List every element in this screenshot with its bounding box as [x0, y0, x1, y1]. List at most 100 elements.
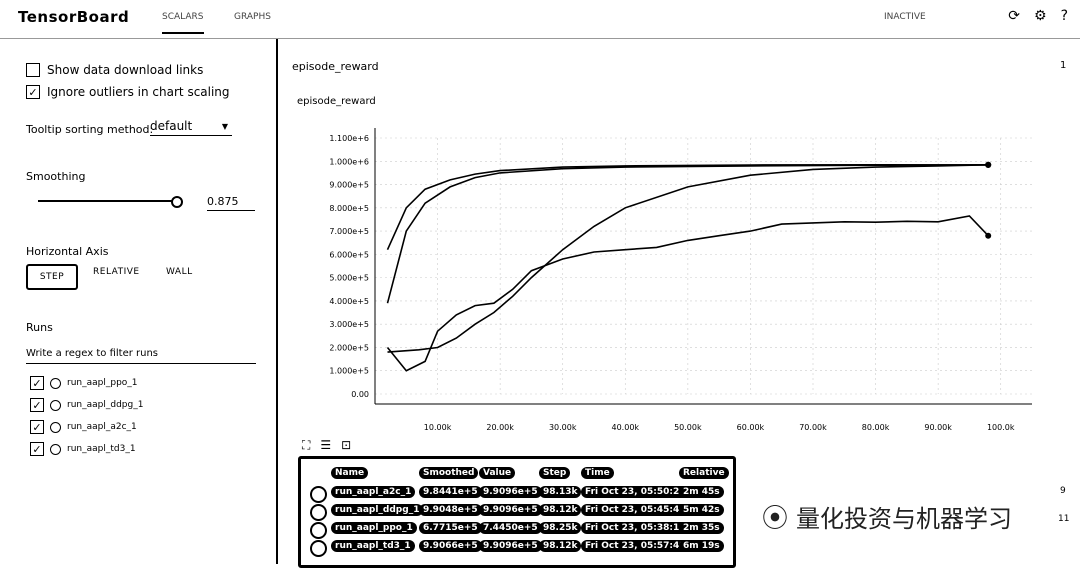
checkbox-checked-icon[interactable]: ✓ [30, 442, 44, 456]
show-download-checkbox[interactable]: Show data download links [26, 63, 203, 77]
y-tick-label: 2.000e+5 [329, 343, 369, 352]
y-tick-label: 0.00 [351, 390, 369, 399]
y-tick-label: 9.000e+5 [329, 181, 369, 190]
show-download-label: Show data download links [47, 63, 204, 77]
run-label: run_aapl_td3_1 [67, 444, 136, 454]
y-tick-label: 1.100e+6 [329, 134, 369, 143]
x-tick-label: 50.00k [674, 423, 702, 432]
y-tick-label: 3.000e+5 [329, 320, 369, 329]
watermark-text: 量化投资与机器学习 [796, 505, 1013, 533]
run-item[interactable]: ✓ run_aapl_a2c_1 [30, 420, 137, 434]
radio-icon[interactable] [50, 377, 61, 389]
help-icon[interactable]: ? [1060, 8, 1068, 24]
log-scale-icon[interactable]: ☰ [320, 438, 332, 452]
tooltip-cell: 9.9096e+5 [479, 504, 542, 516]
chart-title: episode_reward [297, 96, 376, 107]
y-tick-label: 6.000e+5 [329, 250, 369, 259]
tooltip-header: Relative [679, 467, 729, 479]
tooltip-header: Smoothed [419, 467, 479, 479]
tooltip-cell: 9.9048e+5 [419, 504, 482, 516]
checkbox-checked-icon[interactable]: ✓ [30, 398, 44, 412]
radio-icon[interactable] [50, 421, 61, 433]
axis-step-button[interactable]: STEP [26, 264, 78, 290]
section-count: 9 [1060, 486, 1066, 496]
series-endpoint-run_aapl_ppo_1 [985, 232, 992, 239]
checkbox-icon[interactable] [26, 63, 40, 77]
radio-icon[interactable] [50, 399, 61, 411]
tooltip-cell: run_aapl_a2c_1 [331, 486, 416, 498]
ignore-outliers-label: Ignore outliers in chart scaling [47, 85, 230, 99]
run-item[interactable]: ✓ run_aapl_ddpg_1 [30, 398, 143, 412]
inactive-dropdown[interactable]: INACTIVE [884, 12, 926, 22]
y-tick-label: 7.000e+5 [329, 227, 369, 236]
smoothing-value-input[interactable]: 0.875 [207, 195, 255, 211]
tab-graphs[interactable]: GRAPHS [234, 12, 271, 22]
watermark: ⦿ 量化投资与机器学习 [762, 498, 1012, 535]
x-tick-label: 10.00k [424, 423, 452, 432]
fit-domain-icon[interactable]: ⊡ [341, 438, 352, 452]
checkbox-checked-icon[interactable]: ✓ [26, 85, 40, 99]
tooltip-header: Step [539, 467, 571, 479]
ignore-outliers-checkbox[interactable]: ✓ Ignore outliers in chart scaling [26, 85, 230, 99]
radio-icon [310, 522, 327, 539]
tooltip-header: Name [331, 467, 369, 479]
run-label: run_aapl_ddpg_1 [67, 400, 144, 410]
series-line-run_aapl_td3_1 [386, 164, 989, 304]
sidebar: Show data download links ✓ Ignore outlie… [0, 39, 278, 564]
settings-icon[interactable]: ⚙ [1034, 8, 1047, 24]
app-brand: TensorBoard [18, 8, 130, 26]
tooltip-cell: 98.12k [539, 540, 582, 552]
run-label: run_aapl_ppo_1 [67, 378, 138, 388]
horizontal-axis-label: Horizontal Axis [26, 245, 109, 258]
tooltip-cell: 2m 35s [679, 522, 724, 534]
checkbox-checked-icon[interactable]: ✓ [30, 376, 44, 390]
series-line-run_aapl_ddpg_1 [387, 164, 989, 353]
x-tick-label: 70.00k [799, 423, 827, 432]
x-tick-label: 80.00k [862, 423, 890, 432]
tooltip-cell: 9.8441e+5 [419, 486, 482, 498]
tooltip-cell: 98.13k [539, 486, 582, 498]
tooltip-cell: 9.9096e+5 [479, 486, 542, 498]
series-endpoint-run_aapl_td3_1 [985, 161, 992, 168]
tooltip-cell: Fri Oct 23, 05:57:49 [581, 540, 690, 552]
smoothing-slider-knob[interactable] [171, 196, 183, 208]
y-tick-label: 8.000e+5 [329, 204, 369, 213]
run-item[interactable]: ✓ run_aapl_td3_1 [30, 442, 136, 456]
checkbox-checked-icon[interactable]: ✓ [30, 420, 44, 434]
series-line-run_aapl_a2c_1 [386, 164, 989, 251]
tab-scalars[interactable]: SCALARS [162, 12, 204, 34]
x-tick-label: 100.0k [987, 423, 1015, 432]
tooltip-cell: 9.9096e+5 [479, 540, 542, 552]
run-label: run_aapl_a2c_1 [67, 422, 137, 432]
runs-label: Runs [26, 321, 53, 334]
x-tick-label: 20.00k [486, 423, 514, 432]
smoothing-slider-track[interactable] [38, 200, 176, 202]
axis-relative-button[interactable]: RELATIVE [93, 267, 140, 277]
fullscreen-icon[interactable]: ⛶ [302, 438, 311, 452]
tooltip-cell: Fri Oct 23, 05:50:26 [581, 486, 690, 498]
radio-icon [310, 540, 327, 557]
series-endpoint-run_aapl_a2c_1 [985, 161, 992, 168]
radio-icon [310, 486, 327, 503]
refresh-icon[interactable]: ⟳ [1008, 8, 1020, 24]
runs-filter-input[interactable]: Write a regex to filter runs [26, 348, 256, 364]
tooltip-cell: Fri Oct 23, 05:45:44 [581, 504, 690, 516]
y-tick-label: 4.000e+5 [329, 297, 369, 306]
tooltip-sort-select[interactable]: default ▼ [150, 119, 232, 136]
tooltip-cell: 2m 45s [679, 486, 724, 498]
y-tick-label: 1.000e+5 [329, 367, 369, 376]
tooltip-cell: run_aapl_ppo_1 [331, 522, 417, 534]
series-line-run_aapl_ppo_1 [386, 215, 989, 372]
run-item[interactable]: ✓ run_aapl_ppo_1 [30, 376, 138, 390]
radio-icon[interactable] [50, 443, 61, 455]
chart-tooltip: Name Smoothed Value Step Time Relative r… [298, 456, 736, 568]
axis-wall-button[interactable]: WALL [166, 267, 193, 277]
tooltip-cell: 6m 19s [679, 540, 724, 552]
section-title[interactable]: episode_reward [292, 60, 379, 73]
tooltip-cell: 7.4450e+5 [479, 522, 542, 534]
x-tick-label: 30.00k [549, 423, 577, 432]
dropdown-arrow-icon: ▼ [221, 122, 228, 131]
y-tick-label: 5.000e+5 [329, 274, 369, 283]
tooltip-cell: 98.25k [539, 522, 582, 534]
tooltip-header: Value [479, 467, 516, 479]
